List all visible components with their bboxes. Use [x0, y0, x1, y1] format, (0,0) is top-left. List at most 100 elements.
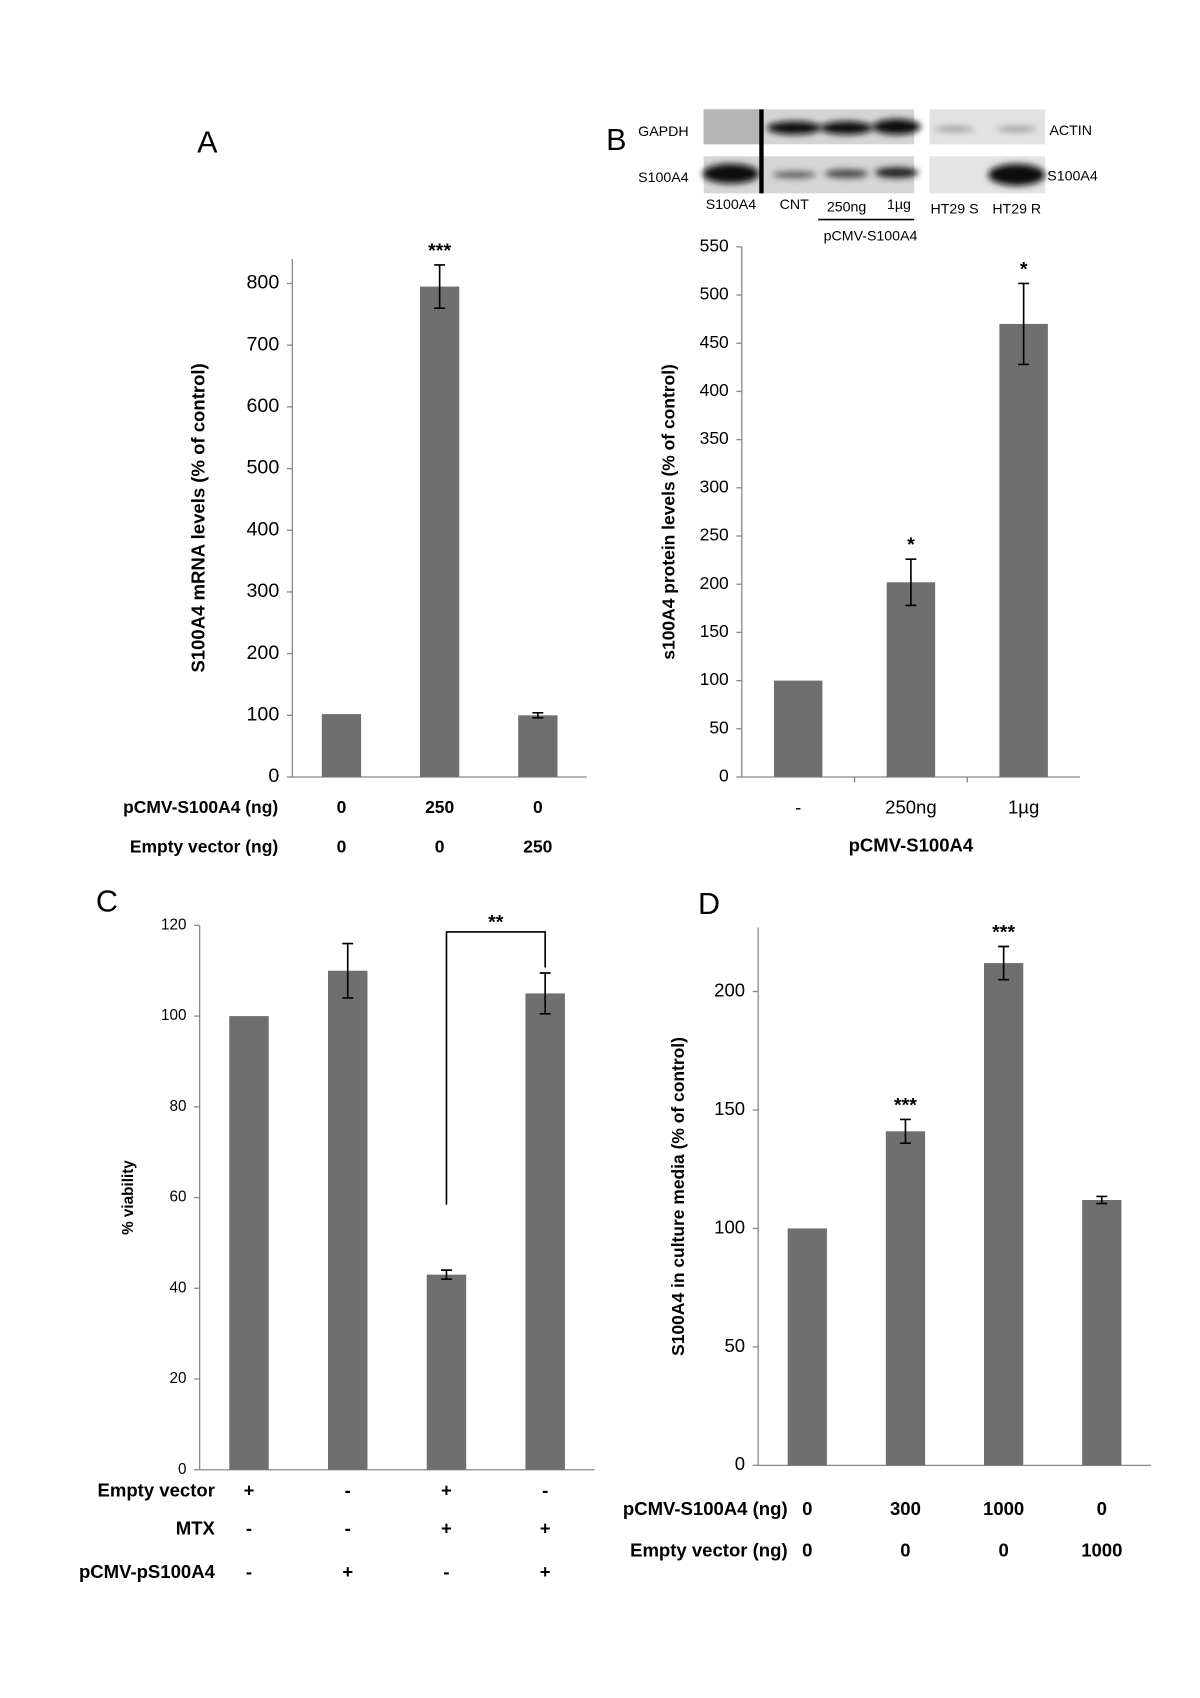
x-tick-label: 250ng [885, 797, 937, 818]
significance-label: *** [894, 1095, 917, 1117]
bar [420, 286, 460, 777]
x-tick-label: - [542, 1479, 548, 1500]
row-label: pCMV-pS100A4 [79, 1561, 216, 1582]
blot-row-label: GAPDH [638, 124, 688, 140]
x-tick-label: - [246, 1561, 252, 1582]
x-axis-label: pCMV-S100A4 [849, 835, 974, 856]
error-bar [899, 1118, 911, 1144]
error-bar [434, 264, 446, 309]
y-tick-label: 100 [161, 1007, 186, 1024]
blot-row-label: S100A4 [1047, 169, 1098, 185]
error-bar [1018, 282, 1030, 366]
y-tick-label: 100 [714, 1216, 745, 1237]
x-tick-label: 1000 [1081, 1539, 1122, 1560]
error-bar [440, 1269, 452, 1281]
panel-label: D [698, 887, 720, 921]
x-tick-label: 0 [900, 1539, 910, 1560]
y-tick-label: 20 [170, 1370, 187, 1387]
x-tick-label: + [342, 1561, 353, 1582]
x-tick-label: 250 [523, 837, 552, 857]
y-tick-label: 500 [247, 457, 280, 479]
y-tick-label: 0 [268, 765, 279, 787]
bar [886, 582, 936, 777]
y-axis-label: S100A4 in culture media (% of control) [668, 1037, 688, 1356]
y-tick-label: 250 [700, 525, 729, 545]
lane-label: HT29 S [931, 201, 979, 217]
y-tick-label: 800 [247, 272, 280, 294]
x-tick-label: - [345, 1518, 351, 1539]
x-tick-label: 0 [435, 837, 445, 857]
x-tick-label: + [244, 1479, 255, 1500]
x-tick-label: 0 [802, 1539, 812, 1560]
error-bar [905, 558, 917, 607]
error-bar [1096, 1195, 1108, 1205]
row-label: Empty vector [98, 1479, 215, 1500]
bar [999, 323, 1048, 777]
y-tick-label: 300 [700, 476, 729, 496]
x-tick-label: - [345, 1479, 351, 1500]
panel-label: A [197, 125, 218, 159]
error-bar [532, 712, 544, 719]
y-tick-label: 300 [247, 580, 280, 602]
x-tick-label: - [246, 1518, 252, 1539]
error-bar [998, 945, 1010, 981]
y-tick-label: 80 [170, 1098, 187, 1115]
significance-label: * [1020, 259, 1028, 281]
error-bar [342, 942, 354, 999]
y-tick-label: 0 [719, 766, 729, 786]
bar [327, 970, 368, 1470]
blot-row-label: ACTIN [1049, 123, 1092, 139]
bar [525, 993, 565, 1470]
y-tick-label: 700 [247, 333, 280, 355]
bar [984, 963, 1024, 1466]
x-tick-label: 1µg [1008, 797, 1039, 818]
lane-label: S100A4 [706, 197, 757, 213]
panel-label: C [96, 885, 118, 919]
x-tick-label: + [540, 1518, 551, 1539]
x-tick-label: + [441, 1479, 452, 1500]
x-tick-label: + [540, 1561, 551, 1582]
bar [229, 1016, 269, 1470]
y-axis-label: s100A4 protein levels (% of control) [658, 364, 678, 660]
lane-label: 250ng [827, 199, 866, 215]
bar [518, 715, 558, 777]
x-tick-label: 0 [533, 797, 543, 817]
y-tick-label: 200 [247, 642, 280, 664]
bar [1082, 1200, 1122, 1466]
y-tick-label: 150 [714, 1098, 745, 1119]
bar [885, 1131, 926, 1466]
lane-label: HT29 R [992, 201, 1041, 217]
y-tick-label: 450 [700, 332, 729, 352]
y-tick-label: 60 [170, 1189, 187, 1206]
blot-row-label: S100A4 [638, 170, 689, 186]
western-blot: GAPDH S100A4 ACTIN S100A4 S100A4 CNT 250… [638, 109, 1098, 245]
significance-label: *** [992, 922, 1015, 944]
y-tick-label: 600 [247, 395, 280, 417]
row-label: pCMV-S100A4 (ng) [623, 1498, 788, 1519]
bar [773, 680, 823, 777]
row-label: Empty vector (ng) [630, 1539, 788, 1560]
y-axis-label: S100A4 mRNA levels (% of control) [188, 363, 209, 672]
y-tick-label: 100 [700, 669, 729, 689]
bar [426, 1274, 467, 1470]
y-tick-label: 100 [247, 703, 280, 725]
x-tick-label: 250 [425, 797, 454, 817]
x-tick-label: - [443, 1561, 449, 1582]
blot-strip [929, 109, 1046, 145]
lane-label: CNT [780, 197, 809, 213]
row-label: Empty vector (ng) [130, 837, 278, 857]
y-tick-label: 500 [700, 284, 729, 304]
bar [321, 714, 362, 777]
y-tick-label: 200 [700, 573, 729, 593]
row-label: pCMV-S100A4 (ng) [123, 797, 278, 817]
y-axis-label: % viability [120, 1160, 137, 1235]
error-bar [539, 972, 551, 1015]
y-tick-label: 150 [700, 621, 729, 641]
blot-divider [759, 109, 764, 194]
y-tick-label: 350 [700, 428, 729, 448]
y-tick-label: 550 [700, 235, 729, 255]
y-tick-label: 50 [709, 717, 729, 737]
x-tick-label: 0 [337, 837, 347, 857]
y-tick-label: 200 [714, 979, 745, 1000]
